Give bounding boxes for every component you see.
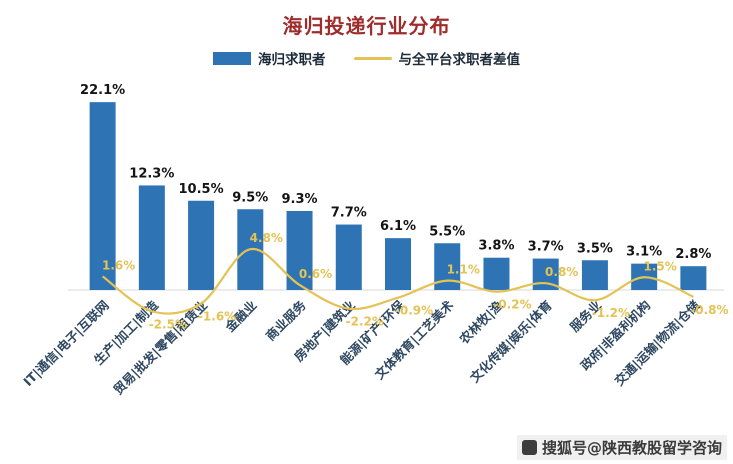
line-value-label: 1.6% <box>102 258 135 272</box>
line-value-label: 1.1% <box>447 263 480 277</box>
bar-value-label: 2.8% <box>675 247 711 262</box>
bar-value-label: 6.1% <box>380 219 416 234</box>
bar-value-label: 12.3% <box>129 166 174 181</box>
difference-line <box>101 248 694 315</box>
line-value-label: -1.6% <box>198 310 236 324</box>
legend-bar-label: 海归求职者 <box>258 52 326 68</box>
bar-8 <box>483 257 510 290</box>
legend: 海归求职者 与全平台求职者差值 <box>0 48 733 68</box>
line-value-label: 0.6% <box>299 267 332 281</box>
bar-value-label: 3.1% <box>626 245 662 260</box>
line-labels: 1.6% -2.5% -1.6% 4.8% 0.6% -2.2% -0.9% 1.1% -0.2… <box>102 231 729 331</box>
bar-value-label: 3.7% <box>528 240 564 255</box>
bars-group: 22.1% 12.3% 10.5% 9.5% 9.3% 7.7% 6.1% 5.5% 3.8% 3… <box>80 83 711 291</box>
legend-item-bar[interactable]: 海归求职者 <box>213 48 326 68</box>
line-value-label: -0.2% <box>493 298 531 312</box>
bar-value-label: 5.5% <box>429 224 465 239</box>
line-value-label: -1.2% <box>592 306 630 320</box>
line-value-label: -2.5% <box>149 317 187 331</box>
bar-value-label: 3.5% <box>577 241 613 256</box>
bar-10 <box>581 260 608 290</box>
legend-item-line[interactable]: 与全平台求职者差值 <box>353 48 521 68</box>
category-label: IT|通信|电子|互联网 <box>20 298 111 389</box>
line-swatch-icon <box>353 56 392 60</box>
bar-12 <box>680 266 707 290</box>
line-value-label: 4.8% <box>250 231 283 245</box>
bar-value-label: 10.5% <box>179 182 224 197</box>
category-label: 商业服务 <box>263 297 309 343</box>
bar-0 <box>89 102 116 291</box>
bar-value-label: 22.1% <box>80 83 125 98</box>
line-value-label: 1.5% <box>644 259 677 273</box>
line-value-label: -0.9% <box>395 304 433 318</box>
bar-6 <box>385 238 411 290</box>
bar-value-label: 9.5% <box>232 190 268 205</box>
bar-value-label: 3.8% <box>478 239 514 254</box>
watermark: 搜狐号@陕西教股留学咨询 <box>516 435 727 460</box>
watermark-text: 搜狐号@陕西教股留学咨询 <box>541 439 722 457</box>
bar-value-label: 9.3% <box>282 192 318 207</box>
line-value-label: -0.8% <box>690 303 728 317</box>
bar-2 <box>188 200 215 290</box>
line-value-label: -2.2% <box>346 315 384 329</box>
bar-1 <box>138 185 165 290</box>
bar-swatch-icon <box>213 51 251 65</box>
bar-5 <box>335 224 362 290</box>
legend-line-label: 与全平台求职者差值 <box>398 52 521 68</box>
chart-title: 海归投递行业分布 <box>282 14 451 38</box>
line-value-label: 0.8% <box>545 265 578 279</box>
sohu-logo-icon <box>521 440 537 455</box>
bar-value-label: 7.7% <box>331 206 367 221</box>
